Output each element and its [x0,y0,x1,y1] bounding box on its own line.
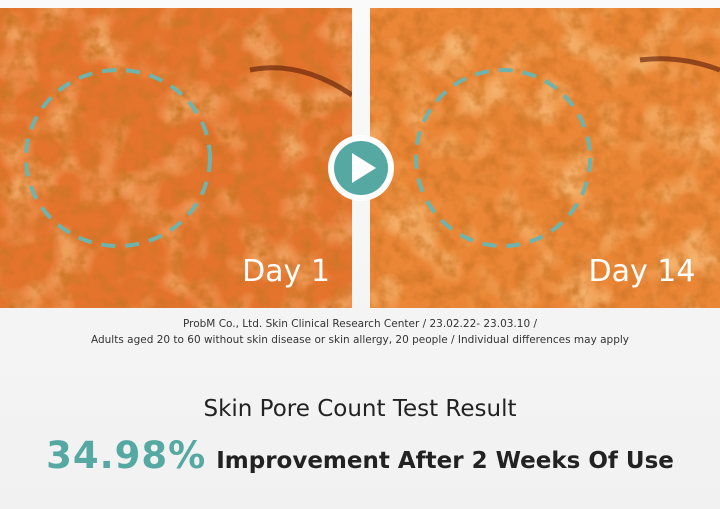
day-label: Day 14 [589,254,696,289]
caption: ProbM Co., Ltd. Skin Clinical Research C… [0,316,720,348]
photo-comparison: Day 1 Day 14 [0,8,720,308]
result-description: Improvement After 2 Weeks Of Use [216,448,674,474]
dashed-circle [414,68,592,248]
caption-line: ProbM Co., Ltd. Skin Clinical Research C… [182,318,538,330]
result-line: 34.98% Improvement After 2 Weeks Of Use [0,434,720,477]
day1-photo: Day 1 [0,8,352,308]
caption-line: Adults aged 20 to 60 without skin diseas… [90,334,630,346]
result-value: 34.98% [46,434,207,477]
arrow-button [328,135,394,201]
dashed-circle [24,68,212,248]
day14-photo: Day 14 [370,8,720,308]
day-label: Day 1 [242,254,330,289]
result-title: Skin Pore Count Test Result [203,396,517,422]
